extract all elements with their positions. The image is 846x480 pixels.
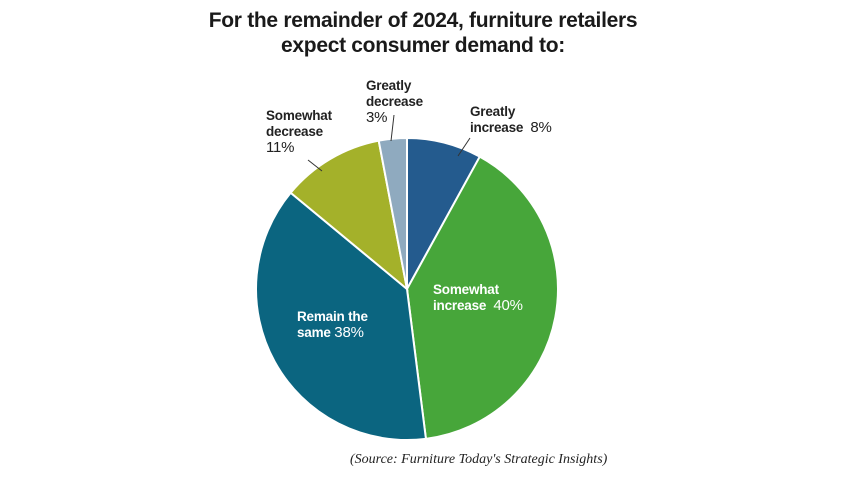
- chart-title: For the remainder of 2024, furniture ret…: [0, 8, 846, 58]
- pie-slice-remain-the-same: [255, 191, 428, 441]
- pie-slice-somewhat-increase: [405, 155, 559, 440]
- label-somewhat-increase: Somewhat increase 40%: [433, 282, 523, 314]
- leader-line: [457, 137, 471, 157]
- title-line-2: expect consumer demand to:: [281, 34, 565, 57]
- label-greatly-increase: Greatly increase 8%: [470, 104, 552, 136]
- leader-line: [390, 114, 395, 142]
- leader-line: [307, 159, 323, 172]
- label-greatly-decrease: Greatly decrease 3%: [366, 78, 423, 126]
- pie-slice-greatly-decrease: [377, 136, 408, 290]
- source-note: (Source: Furniture Today's Strategic Ins…: [350, 452, 608, 467]
- pie-slice-somewhat-decrease: [289, 139, 409, 292]
- label-remain-same: Remain the same 38%: [297, 309, 368, 341]
- title-line-1: For the remainder of 2024, furniture ret…: [208, 9, 638, 32]
- label-somewhat-decrease: Somewhat decrease 11%: [266, 108, 332, 156]
